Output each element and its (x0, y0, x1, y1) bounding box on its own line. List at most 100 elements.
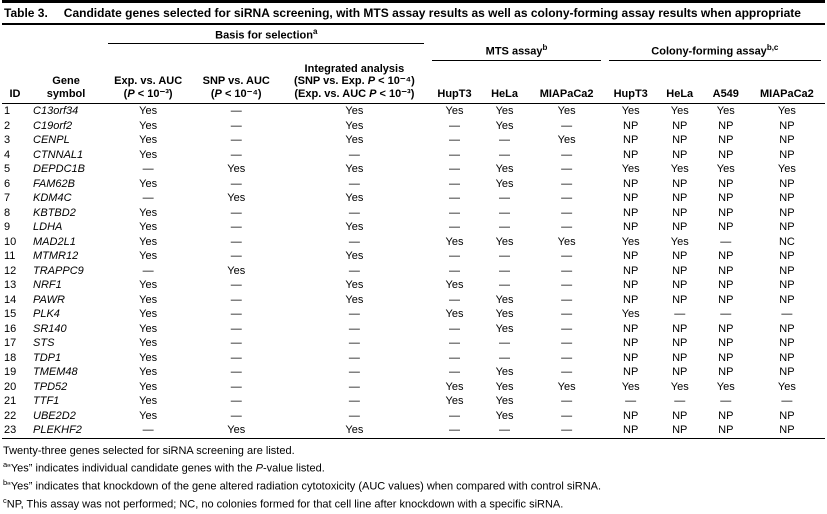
data-cell: — (561, 264, 573, 277)
table-row: 4 CTNNAL1 Yes — — — — — NP NP NP NP (2, 148, 825, 163)
data-cell: Yes (495, 119, 514, 132)
id-cell: 19 (4, 366, 17, 378)
data-cell: Yes (139, 308, 158, 320)
data-cell: Yes (557, 105, 576, 117)
data-cell: NP (779, 351, 795, 364)
footnote-marker: b (3, 478, 8, 488)
gene-symbol-cell: MTMR12 (33, 250, 79, 262)
data-cell: NP (718, 177, 734, 190)
gene-symbol-cell: STS (33, 337, 55, 349)
data-cell: NP (672, 192, 688, 204)
id-cell: 20 (4, 380, 17, 393)
data-cell: — (230, 134, 242, 146)
data-cell: Yes (139, 279, 158, 291)
col-header-hela: HeLa (480, 60, 529, 104)
data-cell: — (230, 279, 242, 291)
data-cell: — (230, 221, 242, 233)
data-cell: — (499, 250, 511, 262)
table-title: Candidate genes selected for siRNA scree… (63, 6, 801, 20)
data-cell: NP (656, 423, 703, 439)
data-cell: NP (702, 423, 749, 439)
data-cell: Yes (495, 105, 514, 117)
data-cell: — (561, 221, 573, 233)
data-cell: NP (623, 351, 639, 364)
data-cell: — (348, 235, 360, 248)
data-cell: Yes (777, 105, 796, 117)
data-cell: — (428, 423, 481, 439)
id-cell: 22 (4, 409, 17, 422)
footnote: a“Yes” indicates individual candidate ge… (3, 460, 325, 475)
table-row: 7 KDM4C — Yes Yes — — — NP NP NP NP (2, 191, 825, 206)
gene-symbol-cell: PLK4 (33, 308, 60, 320)
col-header-snp-vs-auc: SNP vs. AUC (P < 10⁻⁴) (192, 60, 281, 104)
data-cell: NP (718, 264, 734, 277)
data-cell: — (348, 395, 360, 407)
data-cell: Yes (621, 235, 640, 248)
id-cell: 18 (4, 351, 17, 364)
table-row: 21 TTF1 Yes — — Yes Yes — — — — — (2, 394, 825, 409)
data-cell: NP (718, 337, 734, 349)
data-cell: — (348, 206, 360, 219)
data-cell: NP (623, 221, 639, 233)
data-cell: Yes (345, 221, 364, 233)
col-group-label: Basis for selectiona (108, 25, 425, 45)
data-cell: NP (623, 264, 639, 277)
id-cell: 2 (4, 119, 11, 132)
data-cell: NP (779, 134, 795, 146)
data-cell: Yes (621, 163, 640, 175)
data-cell: — (674, 308, 686, 320)
data-cell: Yes (139, 380, 158, 393)
footnote-marker: c (3, 496, 7, 506)
data-cell: — (448, 366, 460, 378)
data-cell: — (561, 177, 573, 190)
data-cell: NP (718, 293, 734, 306)
data-cell: Yes (139, 366, 158, 378)
data-cell: NP (779, 279, 795, 291)
table-row: 1 C13orf34 Yes — Yes Yes Yes Yes Yes Yes Yes Yes (2, 104, 825, 119)
col-group-mts-assay: MTS assayb (428, 25, 604, 61)
data-cell: Yes (670, 235, 689, 248)
data-cell: Yes (670, 163, 689, 175)
data-cell: NP (779, 366, 795, 378)
data-cell: — (561, 293, 573, 306)
data-cell: — (448, 206, 460, 219)
data-cell: Yes (139, 119, 158, 132)
data-cell: — (561, 395, 573, 407)
id-cell: 14 (4, 293, 17, 306)
data-cell: Yes (445, 395, 464, 407)
data-cell: — (348, 366, 360, 378)
data-cell: — (142, 264, 154, 277)
gene-symbol-cell: FAM62B (33, 177, 75, 190)
data-cell: NP (672, 322, 688, 335)
data-cell: Yes (227, 163, 246, 175)
id-cell: 4 (4, 148, 11, 161)
data-cell: — (348, 337, 360, 349)
data-cell: Yes (495, 163, 514, 175)
data-cell: NP (779, 409, 795, 422)
data-cell: NP (779, 264, 795, 277)
data-cell: NP (779, 221, 795, 233)
data-cell: NP (779, 322, 795, 335)
data-cell: — (561, 279, 573, 291)
footnote-marker: b,c (766, 42, 779, 52)
data-cell: — (142, 163, 154, 175)
data-cell: NP (672, 293, 688, 306)
data-cell: Yes (557, 380, 576, 393)
data-cell: Yes (139, 206, 158, 219)
data-cell: NP (623, 293, 639, 306)
data-cell: Yes (716, 163, 735, 175)
col-header-hupt3: HupT3 (604, 60, 657, 104)
data-cell: — (230, 366, 242, 378)
data-cell: — (230, 395, 242, 407)
gene-table: Basis for selectiona MTS assayb Colony-for… (2, 25, 825, 439)
data-cell: Yes (345, 134, 364, 146)
id-cell: 23 (2, 423, 29, 439)
gene-symbol-cell: CTNNAL1 (33, 148, 84, 161)
id-cell: 17 (4, 337, 17, 349)
data-cell: — (230, 250, 242, 262)
data-cell: — (348, 380, 360, 393)
col-header-hupt3: HupT3 (428, 60, 481, 104)
data-cell: — (781, 395, 793, 407)
data-cell: — (499, 206, 511, 219)
